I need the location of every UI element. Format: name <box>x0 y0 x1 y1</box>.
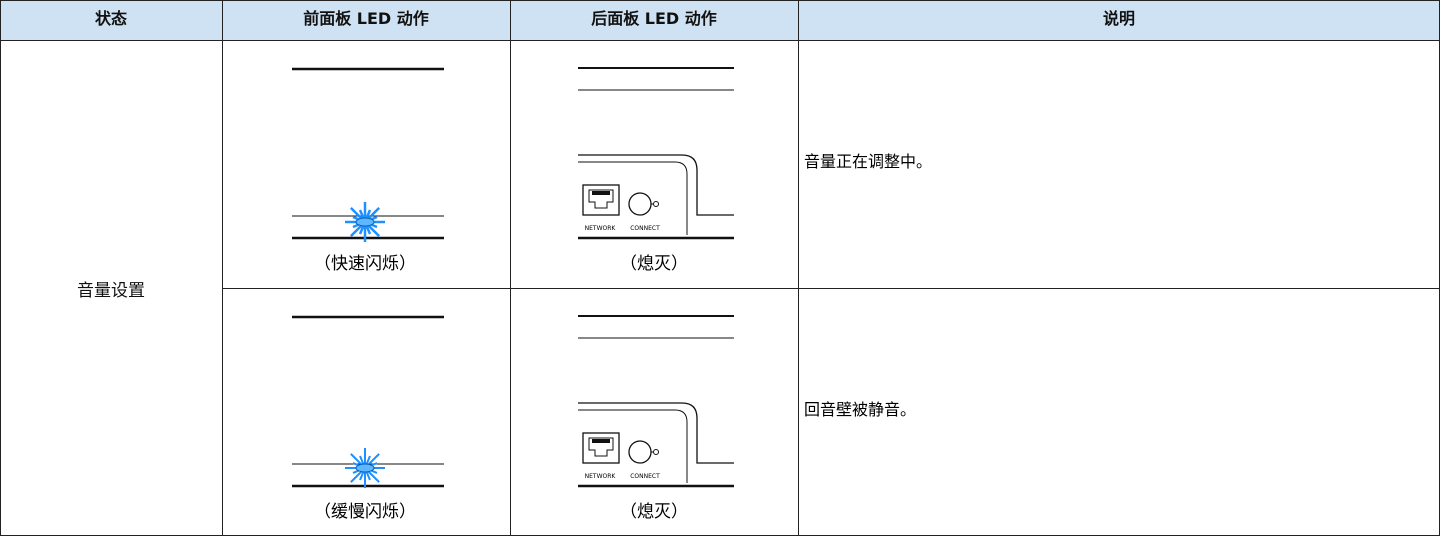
port-label: NETWORK <box>585 473 617 480</box>
device-outline <box>578 161 688 235</box>
description: 回音壁被静音。 <box>804 400 916 419</box>
led <box>355 217 375 227</box>
led-glow <box>345 202 385 242</box>
led-glow <box>345 448 385 488</box>
led <box>355 463 375 473</box>
connect-led <box>653 449 659 455</box>
connect-button <box>628 440 652 464</box>
caption: （熄灭） <box>620 502 688 522</box>
caption: （熄灭） <box>620 254 688 274</box>
row-art: （快速闪烁） NETWORK CONNECT （熄灭） 音量正在调整中。 <box>292 67 932 274</box>
state-cell: 音量设置 <box>77 280 145 301</box>
port-pins <box>592 191 610 195</box>
port-label: CONNECT <box>630 473 660 480</box>
device-outline <box>578 409 688 483</box>
connect-button <box>628 192 652 216</box>
row-art: （缓慢闪烁） NETWORK CONNECT （熄灭） 回音壁被静音。 <box>292 315 916 522</box>
device-outline <box>578 154 734 216</box>
description: 音量正在调整中。 <box>804 152 932 171</box>
header-cell: 前面板 LED 动作 <box>222 0 510 40</box>
network-port <box>588 189 614 209</box>
header-cell: 后面板 LED 动作 <box>510 0 798 40</box>
port-label: CONNECT <box>630 225 660 232</box>
port-label: NETWORK <box>585 225 617 232</box>
network-port <box>588 437 614 457</box>
header-cell: 说明 <box>798 0 1440 40</box>
caption: （快速闪烁） <box>314 254 416 274</box>
connect-led <box>653 201 659 207</box>
device-outline <box>578 402 734 464</box>
port-pins <box>592 439 610 443</box>
caption: （缓慢闪烁） <box>314 501 416 522</box>
header-cell: 状态 <box>0 0 222 40</box>
